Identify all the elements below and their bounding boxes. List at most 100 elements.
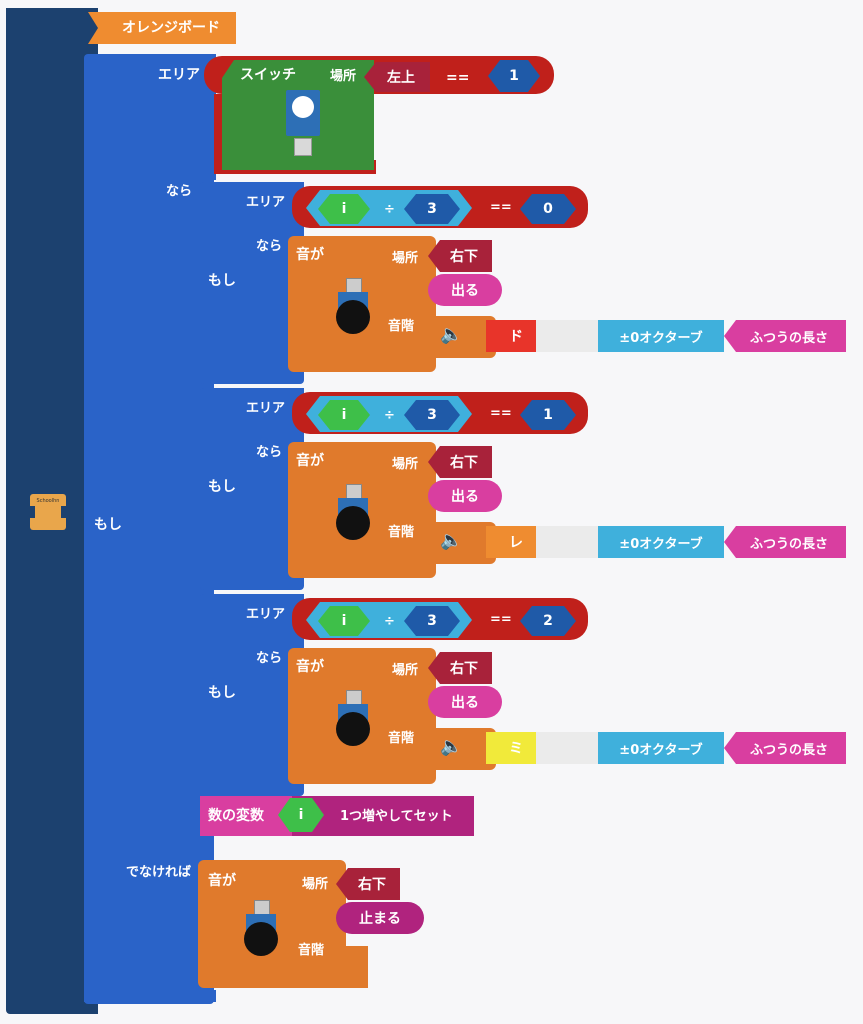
branch-then-label: なら <box>256 239 283 254</box>
branch-area-label: エリア <box>246 607 286 622</box>
board-title-tag[interactable] <box>88 12 236 44</box>
increment-action: 1つ増やしてセット <box>340 809 453 824</box>
var-text: i <box>341 201 347 217</box>
board-title: オレンジボード <box>122 20 220 36</box>
length-text: ふつうの長さ <box>749 742 828 758</box>
divisor-hex-0[interactable]: 3 <box>404 194 460 224</box>
sound-place-selector[interactable]: 右下 <box>428 652 492 684</box>
value-hex-1[interactable]: 1 <box>520 400 576 430</box>
outer-value: 1 <box>509 68 519 84</box>
note-text: レ <box>509 535 523 551</box>
branch-then-label: なら <box>256 445 283 460</box>
value-text: 1 <box>543 407 553 423</box>
value-text: 2 <box>543 613 553 629</box>
buzzer-icon <box>336 484 372 544</box>
value-hex-0[interactable]: 0 <box>520 194 576 224</box>
note-slot <box>536 320 598 352</box>
speaker-icon: 🔈 <box>440 324 463 345</box>
equal-op: == <box>490 406 512 421</box>
else-place-selector[interactable]: 右下 <box>336 868 400 900</box>
else-scale-label: 音階 <box>298 943 325 958</box>
outer-value-hex[interactable]: 1 <box>488 60 540 92</box>
divide-op: ÷ <box>384 408 395 423</box>
else-place-value: 右下 <box>358 877 386 893</box>
note-text: ド <box>509 329 523 345</box>
outer-area-label: エリア <box>158 67 200 83</box>
place-value-outer: 左上 <box>387 70 415 86</box>
octave-selector[interactable]: ±0オクターブ <box>598 320 724 352</box>
outer-op: == <box>446 70 470 86</box>
outer-then-label: なら <box>166 184 193 199</box>
octave-text: ±0オクターブ <box>619 330 703 346</box>
sound-head: 音が <box>296 247 324 263</box>
sound-action-pill[interactable]: 出る <box>428 274 502 306</box>
place-selector-outer[interactable]: 左上 <box>364 62 430 92</box>
var-text: i <box>341 407 347 423</box>
sound-place-label: 場所 <box>392 251 419 266</box>
octave-selector[interactable]: ±0オクターブ <box>598 526 724 558</box>
increment-var-text: i <box>298 807 304 823</box>
sound-action-pill[interactable]: 出る <box>428 480 502 512</box>
else-sound-head: 音が <box>208 873 236 889</box>
sound-head: 音が <box>296 659 324 675</box>
var-hex-0[interactable]: i <box>318 194 370 224</box>
outer-if-label: もし <box>94 517 122 533</box>
else-place-label: 場所 <box>302 877 329 892</box>
divide-op: ÷ <box>384 202 395 217</box>
sound-place-value: 右下 <box>450 455 478 471</box>
length-selector[interactable]: ふつうの長さ <box>724 320 846 352</box>
switch-connector-icon <box>294 138 312 156</box>
value-text: 0 <box>543 201 553 217</box>
switch-icon <box>286 90 320 136</box>
var-hex-2[interactable]: i <box>318 606 370 636</box>
sound-action-text: 出る <box>451 283 479 299</box>
divisor-text: 3 <box>427 613 437 629</box>
else-action-text: 止まる <box>359 911 401 927</box>
branch-if-label: もし <box>208 479 236 495</box>
divide-op: ÷ <box>384 614 395 629</box>
var-text: i <box>341 613 347 629</box>
divisor-text: 3 <box>427 201 437 217</box>
switch-place-label: 場所 <box>330 69 357 84</box>
length-text: ふつうの長さ <box>749 330 828 346</box>
sound-place-value: 右下 <box>450 249 478 265</box>
sound-action-pill[interactable]: 出る <box>428 686 502 718</box>
speaker-icon: 🔈 <box>440 736 463 757</box>
octave-text: ±0オクターブ <box>619 742 703 758</box>
value-hex-2[interactable]: 2 <box>520 606 576 636</box>
sound-scale-label: 音階 <box>388 525 415 540</box>
sound-place-selector[interactable]: 右下 <box>428 240 492 272</box>
buzzer-icon <box>336 278 372 338</box>
divisor-text: 3 <box>427 407 437 423</box>
board-icon-text: Schoolhn <box>36 498 60 504</box>
sound-scale-label: 音階 <box>388 319 415 334</box>
increment-label: 数の変数 <box>208 808 264 824</box>
length-selector[interactable]: ふつうの長さ <box>724 526 846 558</box>
switch-label: スイッチ <box>240 67 296 83</box>
equal-op: == <box>490 200 512 215</box>
divisor-hex-2[interactable]: 3 <box>404 606 460 636</box>
branch-area-label: エリア <box>246 401 286 416</box>
var-hex-1[interactable]: i <box>318 400 370 430</box>
else-action-pill[interactable]: 止まる <box>336 902 424 934</box>
octave-text: ±0オクターブ <box>619 536 703 552</box>
length-selector[interactable]: ふつうの長さ <box>724 732 846 764</box>
sound-action-text: 出る <box>451 695 479 711</box>
buzzer-icon <box>336 690 372 750</box>
divisor-hex-1[interactable]: 3 <box>404 400 460 430</box>
branch-area-label: エリア <box>246 195 286 210</box>
note-slot <box>536 732 598 764</box>
equal-op: == <box>490 612 512 627</box>
branch-then-label: なら <box>256 651 283 666</box>
sound-place-label: 場所 <box>392 663 419 678</box>
branch-if-label: もし <box>208 685 236 701</box>
octave-selector[interactable]: ±0オクターブ <box>598 732 724 764</box>
note-slot <box>536 526 598 558</box>
sound-head: 音が <box>296 453 324 469</box>
sound-place-label: 場所 <box>392 457 419 472</box>
speaker-icon: 🔈 <box>440 530 463 551</box>
outer-else-label: でなければ <box>126 865 192 880</box>
branch-if-label: もし <box>208 273 236 289</box>
sound-place-value: 右下 <box>450 661 478 677</box>
sound-place-selector[interactable]: 右下 <box>428 446 492 478</box>
